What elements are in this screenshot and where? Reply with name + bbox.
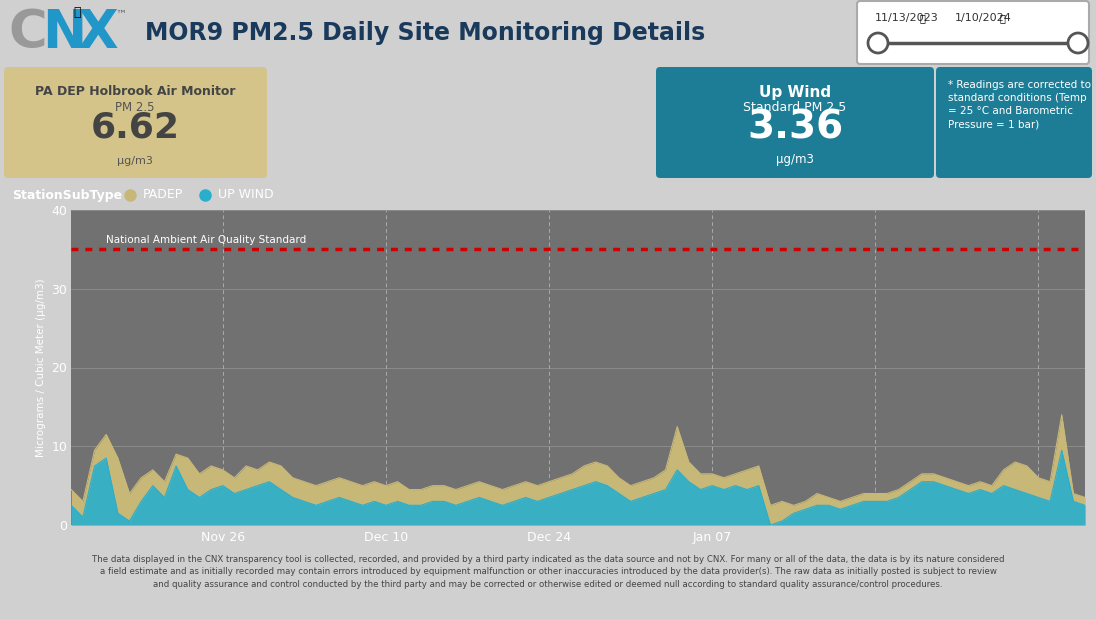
Text: UP WIND: UP WIND (218, 189, 274, 202)
Text: PM 2.5: PM 2.5 (115, 101, 155, 114)
FancyBboxPatch shape (936, 67, 1092, 178)
FancyBboxPatch shape (657, 67, 934, 178)
FancyBboxPatch shape (857, 1, 1089, 64)
Text: The data displayed in the CNX transparency tool is collected, recorded, and prov: The data displayed in the CNX transparen… (92, 555, 1004, 589)
Text: μg/m3: μg/m3 (117, 156, 153, 166)
Text: 6.62: 6.62 (91, 111, 180, 145)
Text: PADEP: PADEP (142, 189, 183, 202)
Y-axis label: Micrograms / Cubic Meter (μg/m3): Micrograms / Cubic Meter (μg/m3) (36, 278, 46, 457)
Circle shape (1068, 33, 1088, 53)
Text: 11/13/2023: 11/13/2023 (875, 13, 939, 23)
Text: * Readings are corrected to
standard conditions (Temp
= 25 °C and Barometric
Pre: * Readings are corrected to standard con… (948, 80, 1091, 129)
Text: Standard PM 2.5: Standard PM 2.5 (743, 101, 846, 114)
Text: 3.36: 3.36 (747, 109, 843, 147)
Text: N: N (42, 7, 87, 59)
Text: C: C (8, 7, 47, 59)
FancyBboxPatch shape (4, 67, 267, 178)
Text: MOR9 PM2.5 Daily Site Monitoring Details: MOR9 PM2.5 Daily Site Monitoring Details (145, 21, 705, 45)
Text: ™: ™ (115, 10, 126, 20)
Text: 🔥: 🔥 (73, 7, 80, 20)
Text: 📅: 📅 (920, 13, 926, 23)
Text: X: X (78, 7, 118, 59)
Circle shape (868, 33, 888, 53)
Text: StationSubType: StationSubType (12, 189, 122, 202)
Text: 1/10/2024: 1/10/2024 (955, 13, 1012, 23)
Text: 📅: 📅 (1000, 13, 1006, 23)
Text: PA DEP Holbrook Air Monitor: PA DEP Holbrook Air Monitor (35, 85, 236, 98)
Text: Up Wind: Up Wind (758, 85, 831, 100)
Text: μg/m3: μg/m3 (776, 153, 814, 166)
Text: National Ambient Air Quality Standard: National Ambient Air Quality Standard (106, 235, 307, 245)
